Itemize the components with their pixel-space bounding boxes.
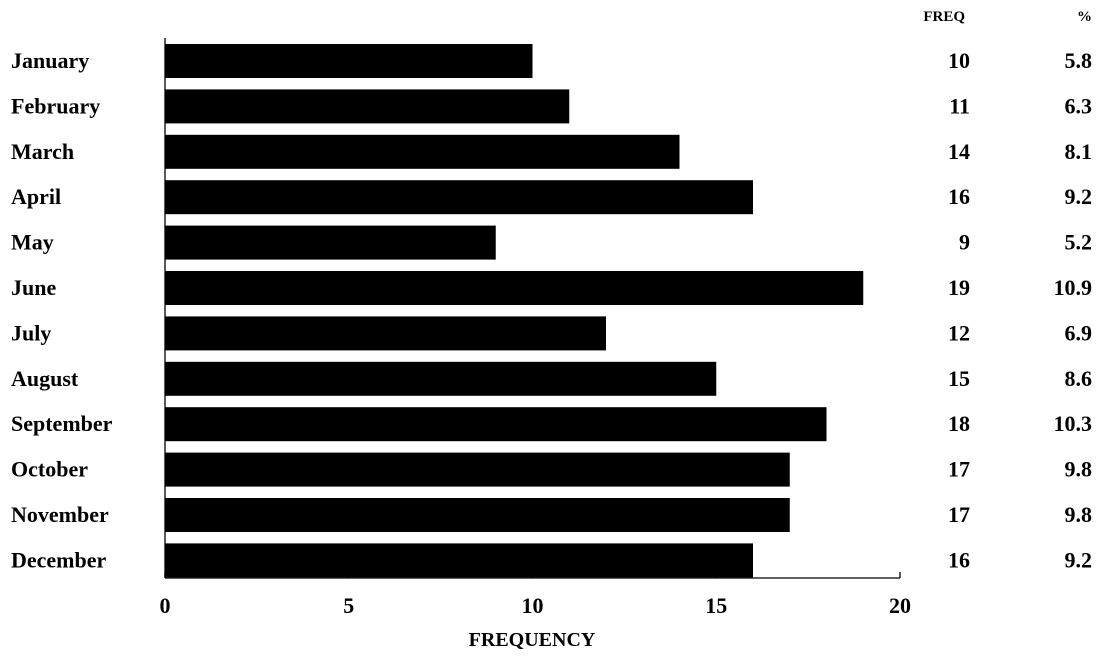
freq-value-february: 11 (949, 93, 970, 118)
percent-value-july: 6.9 (1065, 320, 1093, 345)
percent-value-june: 10.9 (1054, 275, 1093, 300)
category-label-july: July (11, 320, 51, 345)
category-label-august: August (11, 366, 79, 391)
percent-value-april: 9.2 (1065, 184, 1093, 209)
freq-column-header: FREQ (923, 9, 965, 25)
category-label-december: December (11, 547, 107, 572)
category-label-may: May (11, 230, 54, 255)
x-tick-label-20: 20 (889, 593, 911, 618)
bar-june (165, 271, 864, 305)
x-tick-label-10: 10 (522, 593, 544, 618)
bar-october (165, 452, 790, 487)
freq-value-october: 17 (948, 457, 970, 482)
bar-december (165, 543, 753, 578)
freq-value-april: 16 (948, 184, 970, 209)
percent-value-september: 10.3 (1054, 411, 1093, 436)
bars-group: January 10 5.8 February 11 6.3 March 14 8.1 April… (11, 44, 1093, 578)
freq-value-november: 17 (948, 502, 970, 527)
category-label-february: February (11, 93, 100, 118)
percent-value-december: 9.2 (1065, 547, 1093, 572)
percent-value-october: 9.8 (1065, 457, 1093, 482)
freq-value-september: 18 (948, 411, 970, 436)
freq-value-july: 12 (948, 320, 970, 345)
bar-january (165, 44, 533, 78)
x-tick-label-0: 0 (160, 593, 171, 618)
x-axis-title: FREQUENCY (469, 629, 596, 651)
category-label-september: September (11, 411, 113, 436)
bar-september (165, 407, 827, 442)
bar-april (165, 180, 753, 215)
freq-value-march: 14 (948, 139, 970, 164)
x-tick-label-15: 15 (705, 593, 727, 618)
bar-march (165, 134, 680, 169)
category-label-january: January (11, 48, 89, 73)
category-label-march: March (11, 139, 74, 164)
freq-value-december: 16 (948, 547, 970, 572)
freq-value-january: 10 (948, 48, 970, 73)
category-label-october: October (11, 457, 88, 482)
category-label-june: June (11, 275, 56, 300)
percent-column-header: % (1077, 9, 1092, 25)
percent-value-march: 8.1 (1065, 139, 1093, 164)
category-label-april: April (11, 184, 61, 209)
bar-august (165, 361, 717, 396)
percent-value-november: 9.8 (1065, 502, 1093, 527)
x-tick-label-5: 5 (343, 593, 354, 618)
freq-value-august: 15 (948, 366, 970, 391)
bar-july (165, 316, 606, 351)
bar-november (165, 498, 790, 532)
category-label-november: November (11, 502, 109, 527)
percent-value-january: 5.8 (1065, 48, 1093, 73)
x-ticks-group: 0 5 10 15 20 (160, 572, 911, 618)
freq-value-june: 19 (948, 275, 970, 300)
percent-value-august: 8.6 (1065, 366, 1093, 391)
percent-value-february: 6.3 (1065, 93, 1093, 118)
percent-value-may: 5.2 (1065, 230, 1093, 255)
freq-value-may: 9 (959, 230, 970, 255)
bar-may (165, 225, 496, 260)
bar-february (165, 89, 570, 124)
